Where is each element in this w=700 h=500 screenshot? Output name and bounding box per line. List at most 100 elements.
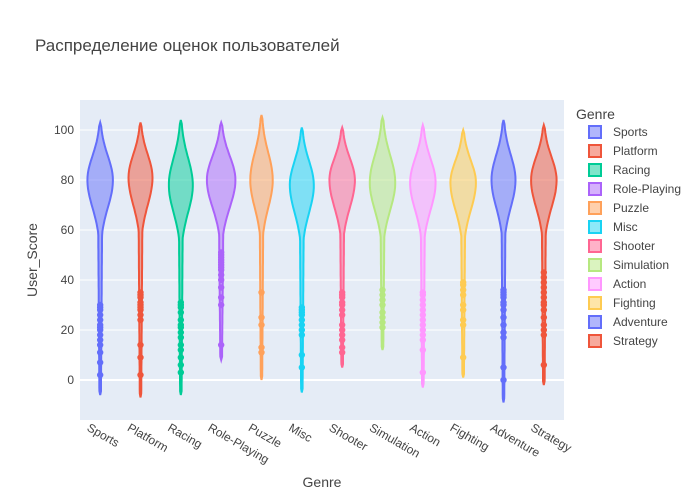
outlier-point <box>298 321 306 329</box>
outlier-point <box>419 296 427 304</box>
outlier-point <box>137 299 144 306</box>
violin-body[interactable] <box>328 124 356 368</box>
outlier-point <box>540 326 548 334</box>
outlier-point <box>258 349 265 356</box>
outlier-point <box>217 271 225 279</box>
legend-item-strategy[interactable]: Strategy <box>588 334 658 348</box>
legend-swatch <box>588 201 602 215</box>
violin-strategy[interactable] <box>530 121 558 386</box>
y-tick-40: 40 <box>61 273 75 287</box>
outlier-point <box>298 331 306 339</box>
outlier-point <box>419 306 427 314</box>
violin-sports[interactable] <box>86 118 114 396</box>
legend-item-adventure[interactable]: Adventure <box>588 315 668 329</box>
legend-swatch <box>588 144 602 158</box>
x-axis-title: Genre <box>303 474 342 490</box>
outlier-point <box>217 301 225 309</box>
legend-swatch <box>588 258 602 272</box>
violin-misc[interactable] <box>288 127 315 393</box>
violin-body[interactable] <box>288 127 315 393</box>
outlier-point <box>540 279 548 286</box>
legend-swatch <box>588 220 602 234</box>
legend-item-action[interactable]: Action <box>588 277 646 291</box>
outlier-point <box>500 376 507 384</box>
outlier-point <box>500 321 507 329</box>
outlier-point <box>96 311 104 319</box>
chart-title: Распределение оценок пользователей <box>35 36 340 55</box>
outlier-point <box>177 329 185 336</box>
outlier-point <box>459 316 467 324</box>
outlier-point <box>419 346 427 354</box>
outlier-point <box>338 326 346 334</box>
outlier-point <box>500 329 507 336</box>
legend[interactable]: Sports Platform Racing Role-Playing Puzzle Mi… <box>588 125 681 348</box>
violin-role-playing[interactable] <box>205 119 237 364</box>
x-tick-fighting: Fighting <box>448 420 492 453</box>
outlier-point <box>217 341 225 349</box>
x-tick-misc: Misc <box>286 420 314 444</box>
legend-label: Platform <box>613 144 658 158</box>
legend-item-misc[interactable]: Misc <box>588 220 638 234</box>
outlier-point <box>177 361 185 369</box>
violin-racing[interactable] <box>167 119 194 396</box>
violin-adventure[interactable] <box>490 119 517 403</box>
outlier-point <box>338 306 346 314</box>
legend-item-shooter[interactable]: Shooter <box>588 239 655 253</box>
outlier-point <box>177 341 185 349</box>
plot-area <box>80 100 564 420</box>
outlier-point <box>379 324 386 331</box>
x-tick-platform: Platform <box>125 420 171 454</box>
violin-action[interactable] <box>409 121 437 388</box>
y-tick-20: 20 <box>61 323 75 337</box>
outlier-point <box>500 306 507 314</box>
outlier-point <box>459 279 467 286</box>
outlier-point <box>96 371 104 379</box>
legend-item-fighting[interactable]: Fighting <box>588 296 656 310</box>
outlier-point <box>298 351 306 359</box>
outlier-point <box>540 299 548 306</box>
violin-simulation[interactable] <box>368 114 397 351</box>
outlier-point <box>258 314 265 321</box>
outlier-point <box>298 304 306 311</box>
legend-item-simulation[interactable]: Simulation <box>588 258 669 272</box>
violin-platform[interactable] <box>127 122 154 398</box>
outlier-point <box>258 289 265 296</box>
outlier-point <box>540 361 548 369</box>
outlier-point <box>96 341 104 349</box>
outlier-point <box>379 301 386 309</box>
outlier-point <box>379 319 386 326</box>
outlier-point <box>217 276 225 284</box>
outlier-point <box>177 316 185 324</box>
legend-item-platform[interactable]: Platform <box>588 144 658 158</box>
legend-label: Strategy <box>613 334 658 348</box>
legend-item-racing[interactable]: Racing <box>588 163 650 177</box>
outlier-point <box>177 334 185 341</box>
outlier-point <box>96 316 104 324</box>
violin-body[interactable] <box>368 114 397 351</box>
legend-item-puzzle[interactable]: Puzzle <box>588 201 649 215</box>
outlier-point <box>137 371 144 379</box>
outlier-point <box>217 294 225 301</box>
y-tick-100: 100 <box>54 123 74 137</box>
outlier-point <box>137 316 144 324</box>
outlier-point <box>96 349 104 356</box>
legend-item-role-playing[interactable]: Role-Playing <box>588 182 681 196</box>
outlier-point <box>459 286 467 294</box>
outlier-point <box>137 354 144 361</box>
violin-puzzle[interactable] <box>249 114 274 381</box>
outlier-point <box>217 284 225 291</box>
outlier-point <box>298 364 306 371</box>
outlier-point <box>258 321 265 329</box>
outlier-point <box>379 314 386 321</box>
outlier-point <box>177 299 185 306</box>
violins[interactable] <box>86 114 558 403</box>
violin-shooter[interactable] <box>328 124 356 368</box>
outlier-point <box>298 326 306 334</box>
legend-swatch <box>588 125 602 139</box>
outlier-point <box>459 301 467 309</box>
y-tick-labels: 0 20 40 60 80 100 <box>54 123 74 387</box>
legend-item-sports[interactable]: Sports <box>588 125 648 139</box>
violin-fighting[interactable] <box>449 126 477 378</box>
outlier-point <box>96 336 104 344</box>
